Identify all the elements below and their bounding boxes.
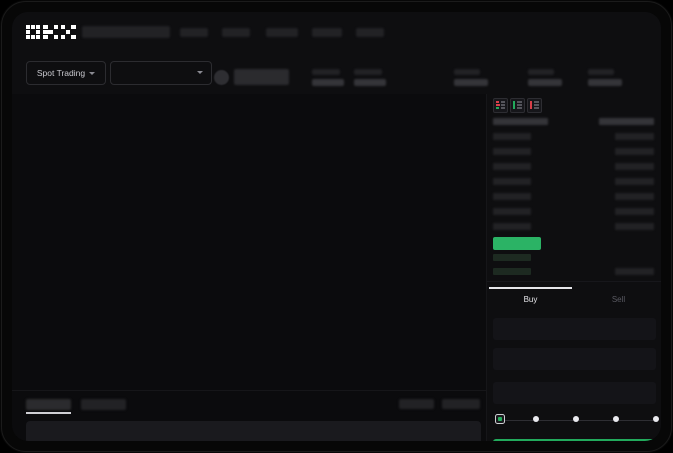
stat-value <box>528 79 562 86</box>
nav-item-3[interactable] <box>266 28 298 37</box>
price-chart[interactable] <box>12 116 486 328</box>
pair-name-label <box>234 69 289 85</box>
device-screen: Spot Trading <box>12 12 661 441</box>
bottom-tab-open-orders[interactable] <box>26 399 71 410</box>
market-depth-chart <box>436 116 486 346</box>
amount-slider-stop-50[interactable] <box>573 416 579 422</box>
bottom-tab-order-history[interactable] <box>81 399 126 410</box>
orderbook-ask-amount[interactable] <box>615 178 654 185</box>
orderbook-ask-price[interactable] <box>493 133 531 140</box>
orderbook-bid-price[interactable] <box>493 268 531 275</box>
tab-sell[interactable]: Sell <box>611 295 626 304</box>
top-navigation-bar <box>12 12 661 50</box>
amount-slider-handle[interactable] <box>495 414 505 424</box>
stat-label <box>454 69 480 75</box>
stat-label <box>312 69 340 75</box>
orderbook-ask-amount[interactable] <box>615 133 654 140</box>
orderbook-bid-price[interactable] <box>493 254 531 261</box>
chevron-down-icon <box>89 71 96 75</box>
submit-order-button[interactable] <box>493 439 656 441</box>
bottom-action-2[interactable] <box>442 399 480 409</box>
chart-toolbar <box>12 94 486 117</box>
orderbook-bids-icon[interactable] <box>510 98 525 113</box>
orderbook-last-price <box>493 237 541 250</box>
orderbook-ask-amount[interactable] <box>615 208 654 215</box>
orderbook-ask-price[interactable] <box>493 193 531 200</box>
nav-item-1[interactable] <box>180 28 208 37</box>
orders-table-body <box>26 421 481 441</box>
orderbook-header-amount <box>599 118 654 125</box>
orderbook-bid-amount[interactable] <box>615 268 654 275</box>
order-type-field[interactable] <box>493 318 656 340</box>
amount-field[interactable] <box>493 382 656 404</box>
orderbook-header-price <box>493 118 548 125</box>
amount-slider-stop-25[interactable] <box>533 416 539 422</box>
stat-value <box>354 79 386 86</box>
stat-label <box>528 69 554 75</box>
orderbook-ask-amount[interactable] <box>615 223 654 230</box>
trading-mode-label: Spot Trading <box>36 68 86 78</box>
tab-buy[interactable]: Buy <box>523 295 538 304</box>
chevron-down-icon <box>197 71 203 74</box>
order-form-active-tab-indicator <box>489 287 572 289</box>
orderbook-both-icon[interactable] <box>493 98 508 113</box>
panel-divider <box>487 281 661 282</box>
orderbook-ask-price[interactable] <box>493 223 531 230</box>
trading-mode-selector[interactable]: Spot Trading <box>26 61 106 85</box>
nav-item-2[interactable] <box>222 28 250 37</box>
orderbook-ask-price[interactable] <box>493 163 531 170</box>
orderbook-ask-price[interactable] <box>493 208 531 215</box>
amount-slider-stop-75[interactable] <box>613 416 619 422</box>
search-input[interactable] <box>82 26 170 38</box>
stat-value <box>312 79 344 86</box>
coin-avatar-icon <box>214 70 229 85</box>
stat-label <box>354 69 382 75</box>
okx-logo[interactable] <box>26 25 76 40</box>
orderbook-ask-price[interactable] <box>493 148 531 155</box>
orderbook-and-order-form-panel: Buy Sell <box>486 94 661 441</box>
price-field[interactable] <box>493 348 656 370</box>
volume-chart <box>12 328 486 390</box>
orderbook-ask-amount[interactable] <box>615 148 654 155</box>
bottom-tab-active-indicator <box>26 412 71 414</box>
orderbook-ask-amount[interactable] <box>615 163 654 170</box>
amount-slider-stop-100[interactable] <box>653 416 659 422</box>
trading-pair-select[interactable] <box>110 61 212 85</box>
stat-label <box>588 69 614 75</box>
nav-item-4[interactable] <box>312 28 342 37</box>
bottom-action-1[interactable] <box>399 399 434 409</box>
orderbook-ask-amount[interactable] <box>615 193 654 200</box>
orderbook-asks-icon[interactable] <box>527 98 542 113</box>
stat-value <box>454 79 488 86</box>
orderbook-ask-price[interactable] <box>493 178 531 185</box>
nav-item-5[interactable] <box>356 28 384 37</box>
stat-value <box>588 79 622 86</box>
